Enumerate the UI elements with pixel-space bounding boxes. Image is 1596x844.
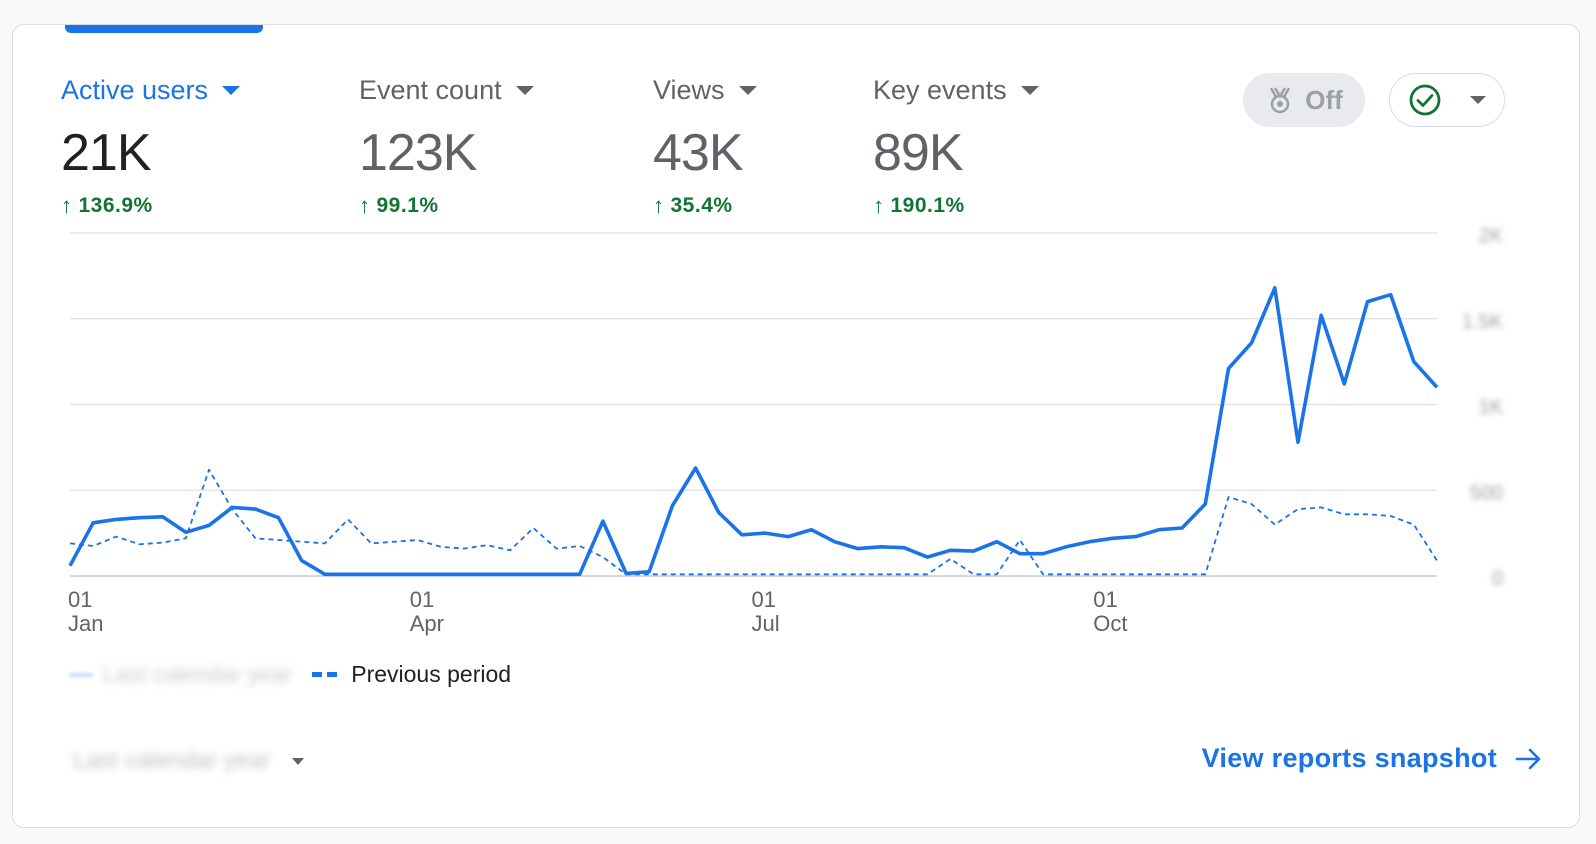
metric-value: 21K [61, 124, 152, 182]
metric-change-text: 35.4% [670, 194, 733, 217]
x-tick-month: Apr [410, 611, 444, 636]
arrow-up-icon: ↑ [61, 193, 73, 218]
metric-views[interactable]: Views 43K ↑ 35.4% [653, 71, 757, 219]
legend-previous-label: Previous period [351, 661, 512, 687]
home-overview-card: Active users 21K ↑ 136.9% Event count 12… [12, 24, 1580, 828]
x-tick-day: 01 [1093, 587, 1117, 612]
chart-series [68, 286, 1439, 577]
x-tick-month: Jul [752, 611, 780, 636]
metric-change: ↑ 190.1% [873, 193, 1039, 219]
check-circle-icon [1409, 84, 1441, 116]
y-tick-label: 1.5K [1462, 311, 1504, 333]
caret-down-icon [222, 85, 241, 95]
metric-value: 123K [359, 124, 477, 182]
date-range-value: Last calendar year [73, 747, 271, 774]
caret-down-icon [292, 757, 305, 765]
metric-label-text: Event count [359, 74, 502, 105]
metric-label: Active users [61, 71, 241, 109]
metric-key-events[interactable]: Key events 89K ↑ 190.1% [873, 71, 1039, 219]
metric-change-text: 136.9% [78, 194, 153, 217]
metric-label: Views [653, 71, 757, 109]
metric-change: ↑ 136.9% [61, 193, 240, 219]
view-reports-snapshot-label: View reports snapshot [1201, 743, 1497, 773]
metric-value: 43K [653, 124, 744, 182]
date-range-dropdown[interactable]: Last calendar year [73, 747, 305, 775]
metric-change-text: 99.1% [376, 194, 439, 217]
y-tick-label: 0 [1492, 568, 1503, 590]
chevron-down-icon [1470, 96, 1486, 104]
arrow-up-icon: ↑ [359, 193, 371, 218]
comparison-status-dropdown[interactable] [1389, 73, 1505, 127]
x-tick-day: 01 [752, 587, 776, 612]
metric-change: ↑ 35.4% [653, 193, 757, 219]
metric-change: ↑ 99.1% [359, 193, 534, 219]
view-reports-snapshot-link[interactable]: View reports snapshot [1202, 743, 1543, 774]
series-line-previous-period [69, 468, 1438, 576]
series-line-current [68, 286, 1439, 577]
caret-down-icon [1020, 85, 1039, 95]
x-tick-month: Jan [68, 611, 103, 636]
arrow-right-icon [1515, 748, 1541, 769]
caret-down-icon [738, 85, 757, 95]
y-tick-label: 2K [1479, 225, 1504, 247]
metric-label: Event count [359, 71, 534, 109]
caret-down-icon [515, 85, 534, 95]
legend-current-label: Last calendar year [103, 661, 293, 687]
metric-active-users[interactable]: Active users 21K ↑ 136.9% [61, 71, 241, 219]
legend-swatch-current [69, 672, 93, 677]
x-tick-month: Oct [1093, 611, 1127, 636]
metric-value: 89K [873, 124, 964, 182]
chart-legend: Last calendar year Previous period [69, 661, 511, 688]
chart-gridlines [70, 232, 1437, 577]
off-chip-label: Off [1305, 84, 1343, 115]
medal-icon [1270, 87, 1291, 114]
active-tab-indicator [65, 25, 263, 33]
chart-y-ticks: 0 500 1K 1.5K 2K [1462, 225, 1504, 590]
arrow-up-icon: ↑ [653, 193, 665, 218]
metric-label-text: Active users [61, 74, 209, 105]
y-tick-label: 1K [1479, 397, 1504, 419]
legend-swatch-previous [312, 672, 338, 677]
x-tick-day: 01 [410, 587, 434, 612]
arrow-up-icon: ↑ [873, 193, 885, 218]
metric-label-text: Views [653, 74, 725, 105]
metric-label: Key events [873, 71, 1039, 109]
y-tick-label: 500 [1470, 482, 1503, 504]
x-tick-day: 01 [68, 587, 92, 612]
metric-label-text: Key events [873, 74, 1007, 105]
insights-off-chip[interactable]: Off [1243, 73, 1365, 127]
metric-change-text: 190.1% [890, 194, 965, 217]
metric-event-count[interactable]: Event count 123K ↑ 99.1% [359, 71, 534, 219]
